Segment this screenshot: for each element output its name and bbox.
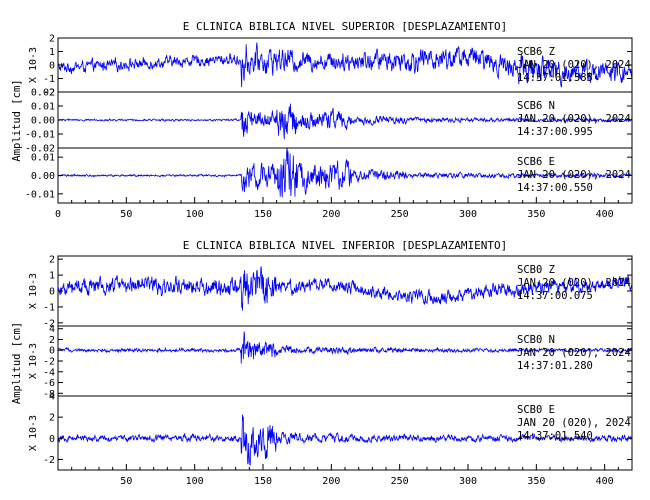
y-tick-label: 2 xyxy=(49,413,55,424)
trace-line-scb0-e xyxy=(57,414,633,466)
x-tick-label: 350 xyxy=(527,209,545,220)
y-tick-label: 4 xyxy=(49,392,55,403)
date-label: JAN 20 (020), 2024 xyxy=(517,347,631,359)
date-label: JAN 20 (020), 2024 xyxy=(517,113,631,125)
y-tick-label: 1 xyxy=(49,47,55,58)
x-tick-label: 300 xyxy=(459,209,477,220)
x-tick-label: 250 xyxy=(391,476,409,487)
y-tick-label: 0.02 xyxy=(31,88,55,99)
x-tick-label: 300 xyxy=(459,476,477,487)
station-label: SCB6 Z xyxy=(517,46,555,58)
chart-title: E CLINICA BIBLICA NIVEL INFERIOR [DESPLA… xyxy=(183,239,508,252)
date-label: JAN 20 (020), 2024 xyxy=(517,169,631,181)
station-label: SCB0 N xyxy=(517,334,555,346)
scale-label: X 10-3 xyxy=(28,343,39,379)
station-label: SCB0 Z xyxy=(517,264,555,276)
x-tick-label-zero: 0 xyxy=(55,209,61,220)
y-tick-label: -8 xyxy=(43,389,55,400)
scale-label: X 10-3 xyxy=(28,273,39,309)
time-label: 14:37:00.550 xyxy=(517,182,593,194)
y-tick-label: -2 xyxy=(43,88,55,99)
x-tick-label: 150 xyxy=(254,476,272,487)
date-label: JAN 20 (020), 2024 xyxy=(517,277,631,289)
y-axis-label: Amplitud [cm] xyxy=(11,322,23,404)
y-tick-label: 0 xyxy=(49,434,55,445)
date-label: JAN 20 (020), 2024 xyxy=(517,417,631,429)
scale-label: X 10-3 xyxy=(28,47,39,83)
y-tick-label: 2 xyxy=(49,255,55,266)
x-tick-label: 100 xyxy=(186,476,204,487)
y-tick-label: 0 xyxy=(49,61,55,72)
chart-title: E CLINICA BIBLICA NIVEL SUPERIOR [DESPLA… xyxy=(183,20,508,33)
x-tick-label: 400 xyxy=(596,209,614,220)
y-tick-label: -2 xyxy=(43,357,55,368)
station-label: SCB6 N xyxy=(517,100,555,112)
y-axis-label: Amplitud [cm] xyxy=(11,79,23,161)
x-tick-label: 350 xyxy=(527,476,545,487)
trace-line-scb0-z xyxy=(57,266,633,311)
station-label: SCB6 E xyxy=(517,156,555,168)
y-tick-label: -6 xyxy=(43,378,55,389)
y-tick-label: 0.01 xyxy=(31,153,55,164)
trace-line-scb6-z xyxy=(57,42,633,88)
x-tick-label: 50 xyxy=(120,476,132,487)
x-tick-label: 150 xyxy=(254,209,272,220)
y-tick-label: -0.01 xyxy=(25,130,55,141)
trace-line-scb0-n xyxy=(57,331,633,364)
time-label: 14:37:01.385 xyxy=(517,72,593,84)
x-tick-label: 200 xyxy=(322,209,340,220)
y-tick-label: 0.00 xyxy=(31,171,55,182)
y-tick-label: 1 xyxy=(49,271,55,282)
time-label: 14:37:00.075 xyxy=(517,290,593,302)
y-tick-label: -0.01 xyxy=(25,189,55,200)
y-tick-label: -2 xyxy=(43,455,55,466)
y-tick-label: -2 xyxy=(43,318,55,329)
y-tick-label: 2 xyxy=(49,34,55,45)
time-label: 14:37:00.995 xyxy=(517,126,593,138)
y-tick-label: -1 xyxy=(43,302,55,313)
y-tick-label: 0 xyxy=(49,287,55,298)
y-tick-label: 0 xyxy=(49,346,55,357)
x-tick-label: 200 xyxy=(322,476,340,487)
trace-line-scb6-n xyxy=(57,103,633,140)
date-label: JAN 20 (020), 2024 xyxy=(517,59,631,71)
y-tick-label: -1 xyxy=(43,74,55,85)
y-tick-label: 4 xyxy=(49,324,55,335)
station-label: SCB0 E xyxy=(517,404,555,416)
time-label: 14:37:01.280 xyxy=(517,360,593,372)
x-tick-label: 100 xyxy=(186,209,204,220)
x-tick-label: 400 xyxy=(596,476,614,487)
x-tick-label: 250 xyxy=(391,209,409,220)
time-label: 14:37:01.540 xyxy=(517,430,593,442)
scale-label: X 10-3 xyxy=(28,415,39,451)
y-tick-label: 2 xyxy=(49,335,55,346)
y-tick-label: -4 xyxy=(43,367,55,378)
x-tick-label: 50 xyxy=(120,209,132,220)
trace-line-scb6-e xyxy=(57,147,633,198)
y-tick-label: 0.01 xyxy=(31,102,55,113)
y-tick-label: 0.00 xyxy=(31,116,55,127)
y-tick-label: -0.02 xyxy=(25,144,55,155)
